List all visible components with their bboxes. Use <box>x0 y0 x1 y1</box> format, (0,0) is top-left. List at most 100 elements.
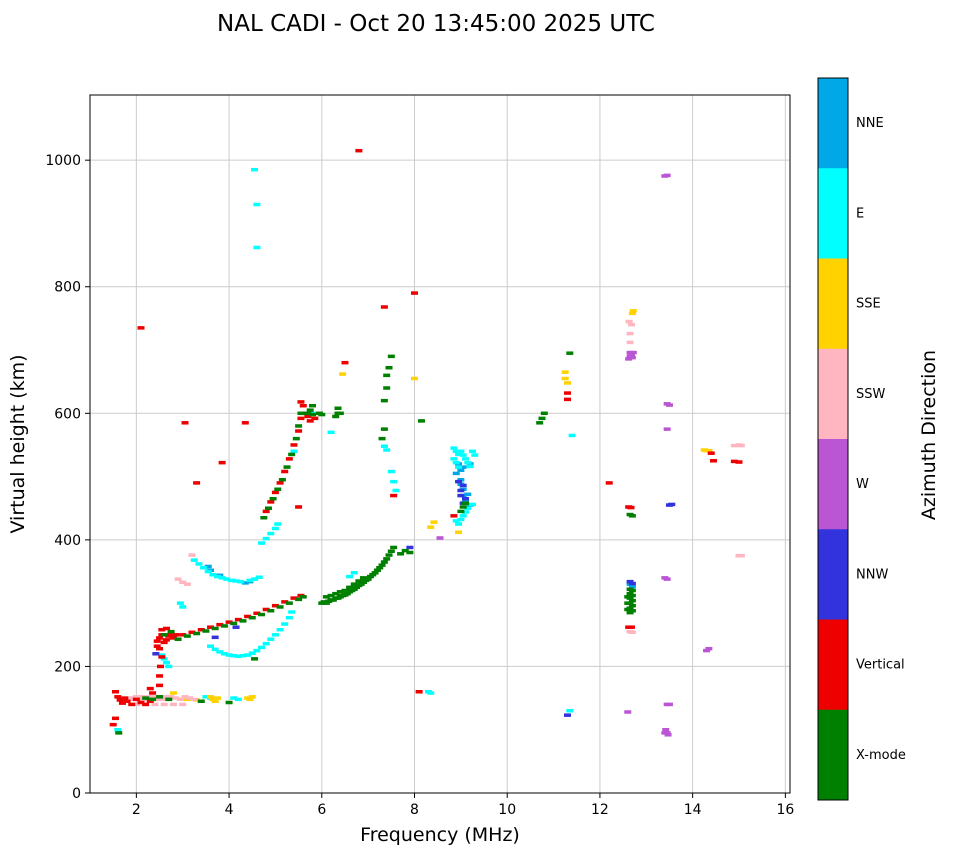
data-point <box>387 354 395 359</box>
data-point <box>281 622 289 626</box>
data-point <box>128 702 136 707</box>
data-point <box>253 611 261 616</box>
data-point <box>218 576 226 580</box>
data-point <box>288 452 296 457</box>
data-point <box>121 696 129 700</box>
data-point <box>179 702 187 707</box>
data-point <box>668 502 676 507</box>
data-point <box>339 372 347 376</box>
data-point <box>160 633 168 637</box>
data-point <box>137 697 145 702</box>
data-point <box>181 421 189 425</box>
data-point <box>566 351 574 355</box>
data-point <box>244 653 252 657</box>
data-point <box>290 449 298 454</box>
y-tick-label: 200 <box>54 659 81 675</box>
data-point <box>176 601 184 605</box>
data-point <box>628 630 636 635</box>
data-point <box>179 580 187 585</box>
colorbar-axis-label: Azimuth Direction <box>918 350 940 520</box>
colorbar-label: X-mode <box>856 748 906 763</box>
data-point <box>625 319 633 324</box>
y-axis-label: Virtual height (km) <box>7 354 29 533</box>
data-point <box>563 397 571 402</box>
data-point <box>468 449 476 454</box>
data-point <box>355 579 363 583</box>
data-point <box>183 582 191 586</box>
data-point <box>246 697 254 702</box>
data-point <box>281 469 289 474</box>
colorbar-segment-sse <box>818 258 848 350</box>
data-point <box>341 588 349 593</box>
data-point <box>116 698 124 702</box>
x-axis-label: Frequency (MHz) <box>360 824 520 846</box>
data-point <box>461 496 469 501</box>
data-point <box>297 416 305 421</box>
data-point <box>169 702 177 707</box>
data-point <box>176 697 184 702</box>
x-tick-label: 6 <box>317 802 326 818</box>
data-point <box>290 596 298 600</box>
data-point <box>295 597 303 602</box>
data-point <box>461 457 469 461</box>
data-point <box>628 514 636 518</box>
data-point <box>151 702 159 707</box>
data-point <box>452 449 460 454</box>
data-point <box>360 580 368 585</box>
data-point <box>455 530 463 535</box>
data-point <box>452 460 460 465</box>
data-point <box>627 353 635 357</box>
data-point <box>137 700 145 705</box>
data-point <box>278 478 286 482</box>
data-point <box>332 414 340 419</box>
data-point <box>561 376 569 381</box>
data-point <box>202 695 210 699</box>
data-point <box>216 650 224 654</box>
data-point <box>455 452 463 457</box>
data-point <box>332 591 340 596</box>
data-point <box>271 603 279 608</box>
data-point <box>626 591 634 596</box>
data-point <box>239 653 247 658</box>
data-point <box>234 617 242 622</box>
data-point <box>464 506 472 510</box>
data-point <box>665 702 673 707</box>
colorbar-label: NNE <box>856 116 884 131</box>
data-point <box>380 444 388 448</box>
data-point <box>624 710 632 714</box>
data-point <box>360 576 368 580</box>
data-point <box>186 696 194 700</box>
data-point <box>295 424 303 428</box>
data-point <box>274 487 282 491</box>
colorbar-segment-nnw <box>818 529 848 620</box>
data-point <box>390 493 398 498</box>
data-point <box>390 479 398 484</box>
data-point <box>162 638 170 642</box>
data-point <box>262 607 270 612</box>
data-point <box>383 373 391 378</box>
data-point <box>267 608 275 613</box>
data-point <box>397 552 405 556</box>
data-point <box>241 421 249 425</box>
data-point <box>387 549 395 554</box>
data-point <box>628 581 636 586</box>
data-point <box>385 553 393 557</box>
data-point <box>181 695 189 699</box>
data-point <box>627 625 635 629</box>
data-point <box>626 331 634 336</box>
data-point <box>276 605 284 609</box>
colorbar-frame <box>817 77 849 801</box>
data-point <box>211 626 219 631</box>
data-point <box>253 202 261 207</box>
data-point <box>227 578 235 583</box>
data-point <box>269 496 277 501</box>
data-point <box>383 448 391 452</box>
data-point <box>260 515 268 520</box>
x-tick-label: 12 <box>591 802 609 818</box>
data-point <box>568 433 576 438</box>
data-point <box>274 522 282 526</box>
data-point <box>237 579 245 584</box>
data-point <box>385 365 393 370</box>
colorbar-label: W <box>856 477 869 492</box>
